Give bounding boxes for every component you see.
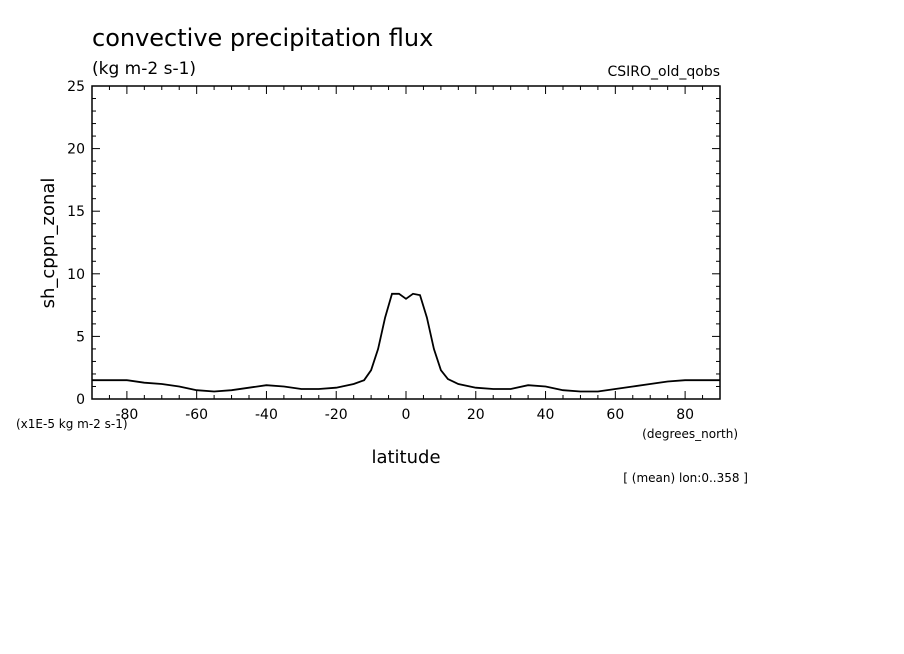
y-tick-label: 0 <box>76 392 85 408</box>
series-line <box>92 292 720 393</box>
chart-title: convective precipitation flux <box>92 24 433 52</box>
axis-ticks <box>91 85 721 400</box>
x-axis-units: (degrees_north) <box>642 427 738 441</box>
footer-note: [ (mean) lon:0..358 ] <box>623 471 748 485</box>
y-tick-label: 25 <box>67 79 85 95</box>
plot-frame <box>91 85 721 400</box>
x-axis-label: latitude <box>371 447 440 468</box>
x-tick-label: 20 <box>467 407 485 423</box>
dataset-label: CSIRO_old_qobs <box>607 64 720 80</box>
x-tick-label: 80 <box>676 407 694 423</box>
y-tick-label: 5 <box>76 329 85 345</box>
y-tick-label: 20 <box>67 142 85 158</box>
x-tick-labels: -80 -60 -40 -20 0 20 40 60 80 <box>115 407 694 423</box>
x-tick-label: -80 <box>115 407 138 423</box>
y-scale-note: (x1E-5 kg m-2 s-1) <box>16 417 128 431</box>
y-tick-label: 10 <box>67 267 85 283</box>
x-tick-label: -20 <box>325 407 348 423</box>
y-tick-labels: 0 5 10 15 20 25 <box>67 79 85 408</box>
x-tick-label: 40 <box>537 407 555 423</box>
x-tick-label: -60 <box>185 407 208 423</box>
chart-units: (kg m-2 s-1) <box>92 59 196 79</box>
x-tick-label: -40 <box>255 407 278 423</box>
x-tick-label: 60 <box>606 407 624 423</box>
y-axis-label: sh_cppn_zonal <box>38 178 59 309</box>
y-tick-label: 15 <box>67 204 85 220</box>
x-tick-label: 0 <box>402 407 411 423</box>
